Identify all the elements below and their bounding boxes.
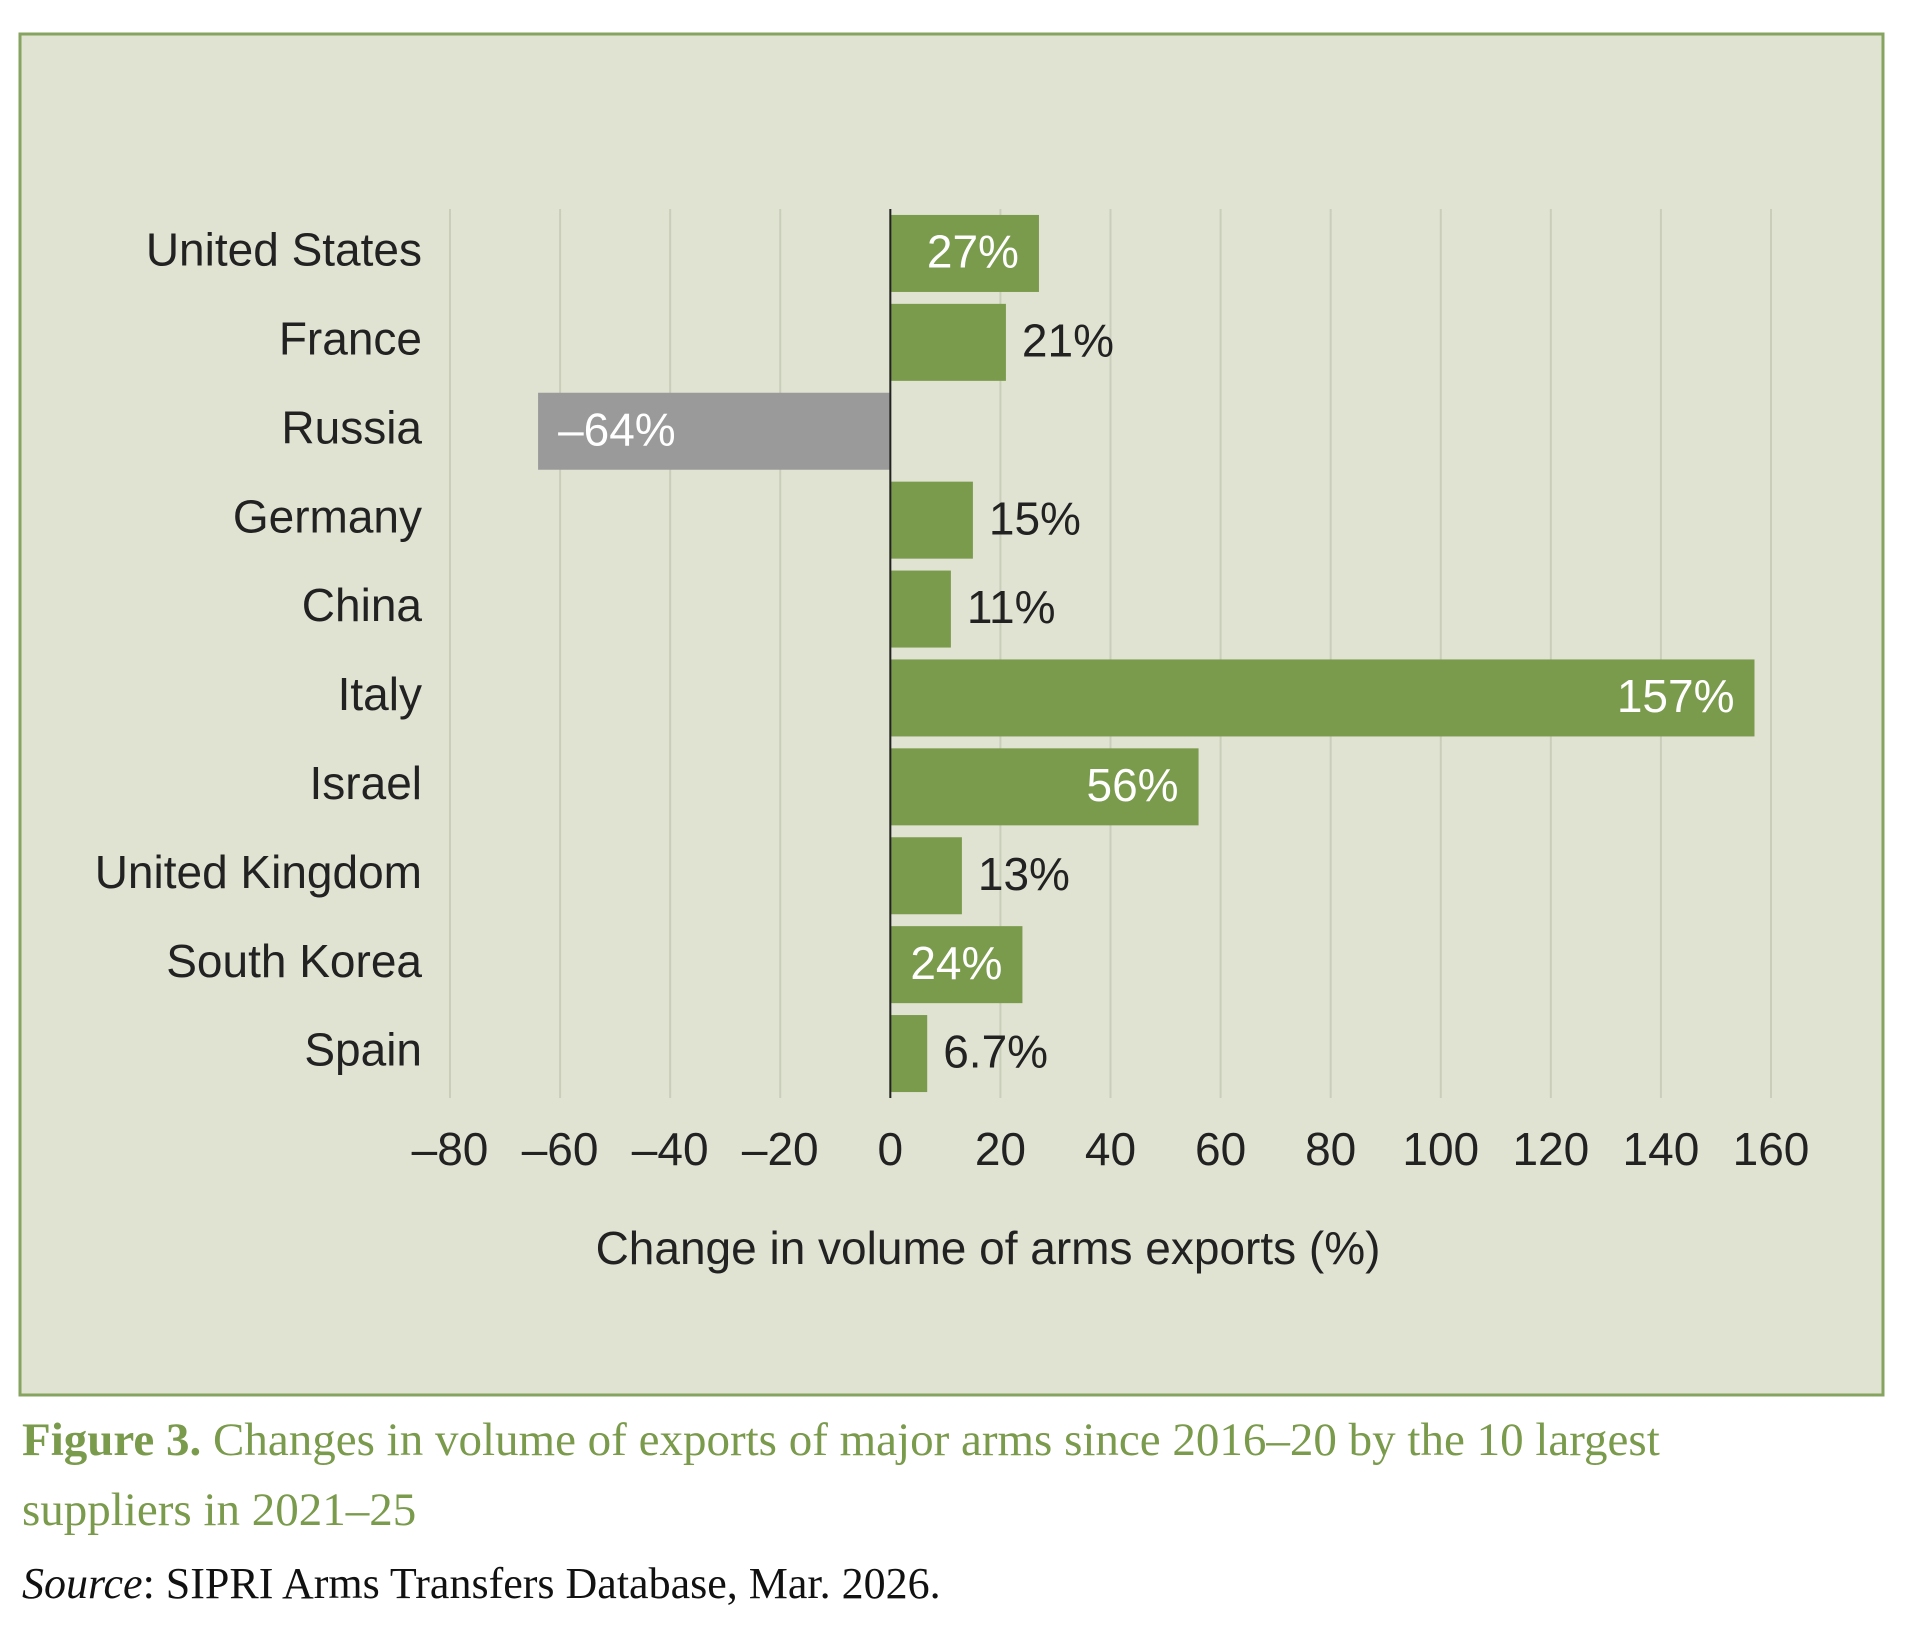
y-tick-label: United Kingdom: [95, 846, 422, 898]
y-tick-label: Germany: [233, 490, 422, 542]
y-tick-label: China: [302, 579, 423, 631]
bar: [890, 481, 973, 559]
bar: [890, 659, 1755, 737]
bar: [890, 303, 1006, 381]
y-tick-label: Russia: [281, 401, 422, 453]
value-label: 157%: [1617, 670, 1735, 722]
bar: [890, 748, 1199, 826]
x-tick-label: 0: [878, 1123, 904, 1175]
value-label: 15%: [989, 492, 1081, 544]
x-tick-label: –60: [522, 1123, 599, 1175]
bar: [890, 570, 951, 648]
bar: [890, 214, 1039, 292]
value-label: –64%: [558, 403, 676, 455]
x-tick-label: –80: [412, 1123, 489, 1175]
bar: [890, 926, 1023, 1004]
caption-label: Figure 3.: [22, 1414, 202, 1466]
y-tick-label: United States: [146, 224, 422, 276]
value-label: 6.7%: [943, 1026, 1048, 1078]
value-label: 11%: [967, 581, 1056, 633]
value-label: 13%: [978, 848, 1070, 900]
source-text: : SIPRI Arms Transfers Database, Mar. 20…: [142, 1559, 941, 1608]
bar: [538, 392, 891, 470]
x-tick-label: 120: [1512, 1123, 1589, 1175]
y-tick-label: Italy: [338, 668, 422, 720]
bar: [890, 837, 962, 915]
x-tick-label: 160: [1733, 1123, 1810, 1175]
caption-text: Changes in volume of exports of major ar…: [22, 1414, 1660, 1536]
x-axis-label: Change in volume of arms exports (%): [596, 1222, 1381, 1274]
value-label: 27%: [927, 226, 1019, 278]
x-tick-label: 100: [1402, 1123, 1479, 1175]
x-tick-label: 140: [1623, 1123, 1700, 1175]
x-tick-label: 60: [1195, 1123, 1246, 1175]
source: Source: SIPRI Arms Transfers Database, M…: [22, 1558, 941, 1609]
source-label: Source: [22, 1559, 143, 1608]
bar: [890, 1015, 928, 1093]
chart: Change in volume of arms exports (%) –80…: [18, 32, 1885, 1397]
x-tick-label: –20: [742, 1123, 819, 1175]
y-tick-label: France: [279, 313, 422, 365]
x-tick-label: –40: [632, 1123, 709, 1175]
x-tick-label: 20: [975, 1123, 1026, 1175]
caption: Figure 3. Changes in volume of exports o…: [22, 1405, 1822, 1545]
value-label: 24%: [910, 937, 1002, 989]
x-tick-label: 40: [1085, 1123, 1136, 1175]
y-tick-label: South Korea: [166, 935, 422, 987]
value-label: 56%: [1086, 759, 1178, 811]
y-tick-label: Israel: [310, 757, 422, 809]
y-tick-label: Spain: [304, 1024, 422, 1076]
x-tick-label: 80: [1305, 1123, 1356, 1175]
value-label: 21%: [1022, 315, 1114, 367]
